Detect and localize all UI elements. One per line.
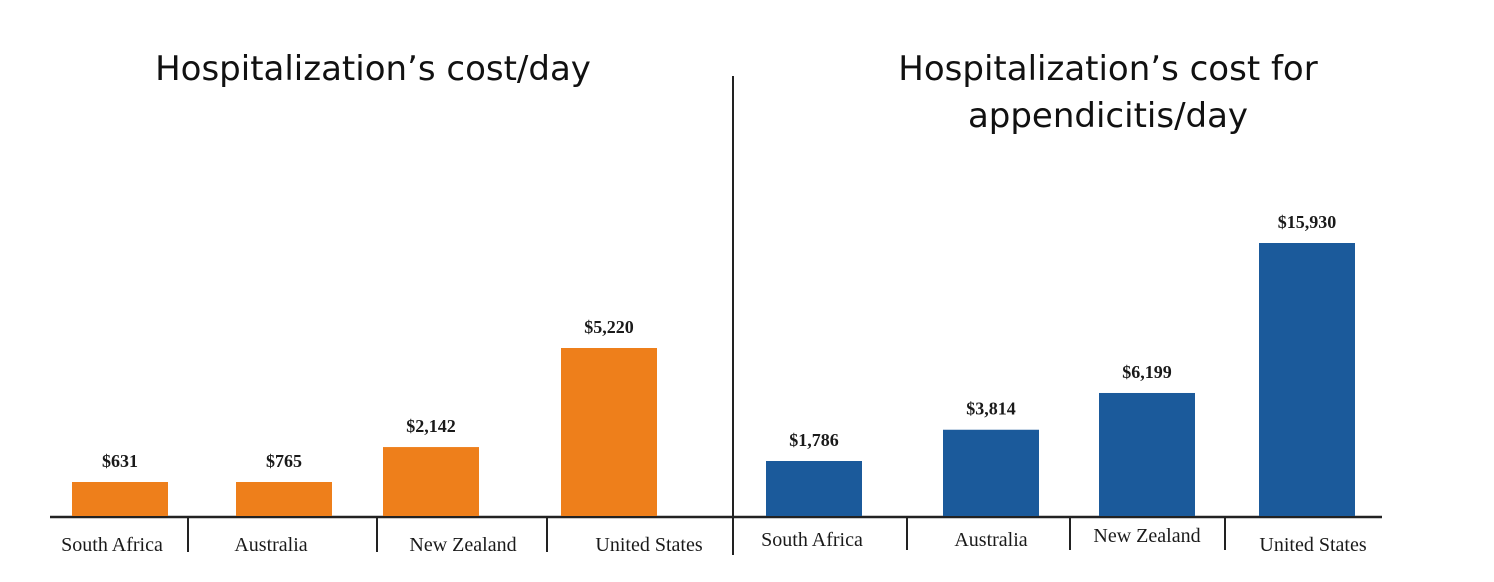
left-bar-south-africa xyxy=(72,482,168,516)
right-bar-united-states xyxy=(1259,243,1355,516)
right-category-united-states: United States xyxy=(1259,534,1366,556)
left-bar-new-zealand xyxy=(383,447,479,516)
left-value-label-new-zealand: $2,142 xyxy=(406,416,456,436)
right-category-new-zealand: New Zealand xyxy=(1093,525,1200,547)
right-value-label-new-zealand: $6,199 xyxy=(1122,362,1172,382)
right-chart-title-line-1: Hospitalization’s cost for xyxy=(898,49,1317,89)
left-value-label-australia: $765 xyxy=(266,451,302,471)
right-category-australia: Australia xyxy=(954,529,1027,551)
right-bar-south-africa xyxy=(766,461,862,516)
left-bar-united-states xyxy=(561,348,657,516)
left-chart-title: Hospitalization’s cost/day xyxy=(155,49,591,89)
left-category-south-africa: South Africa xyxy=(61,534,163,556)
left-category-united-states: United States xyxy=(595,534,702,556)
right-value-label-united-states: $15,930 xyxy=(1278,212,1337,232)
left-value-label-south-africa: $631 xyxy=(102,451,138,471)
left-category-australia: Australia xyxy=(234,534,307,556)
right-value-label-australia: $3,814 xyxy=(966,399,1016,419)
right-bar-australia xyxy=(943,429,1039,516)
right-category-south-africa: South Africa xyxy=(761,529,863,551)
left-category-new-zealand: New Zealand xyxy=(409,534,516,556)
right-value-label-south-africa: $1,786 xyxy=(789,430,839,450)
left-value-label-united-states: $5,220 xyxy=(584,317,634,337)
right-bar-new-zealand xyxy=(1099,392,1195,516)
right-chart-title-line-2: appendicitis/day xyxy=(968,96,1248,136)
left-bar-australia xyxy=(236,482,332,516)
